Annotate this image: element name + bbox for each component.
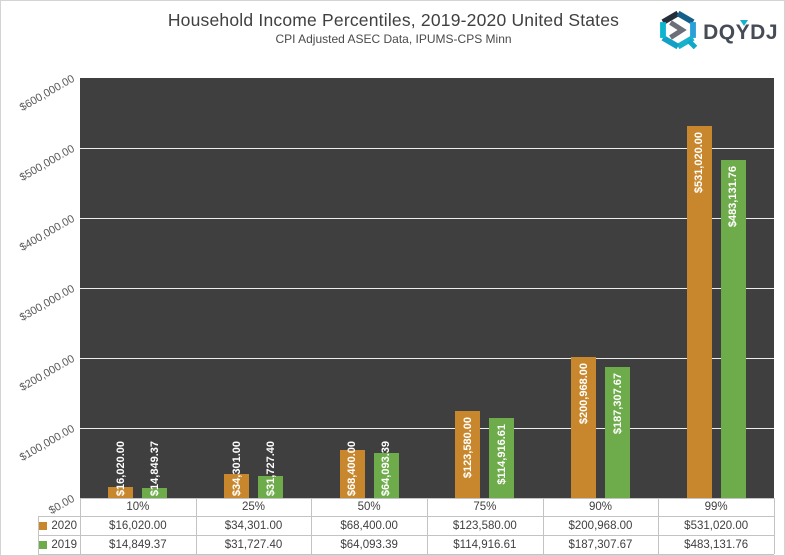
bar-2019-99% (720, 159, 746, 498)
table-category-cell: 10% (126, 501, 150, 513)
bar-2020-90% (571, 357, 596, 498)
gridline (80, 358, 774, 359)
y-axis-tick-label: $600,000.00 (17, 72, 77, 114)
table-border (38, 535, 774, 536)
bar-value-label: $16,020.00 (114, 441, 127, 497)
bar-2019-25% (258, 475, 283, 498)
table-border (195, 498, 197, 554)
table-category-cell: 50% (357, 501, 381, 513)
table-value-cell: $16,020.00 (109, 519, 167, 532)
table-category-cell: 99% (704, 501, 728, 513)
table-border (542, 498, 544, 554)
gridline (80, 428, 774, 429)
bar-2020-99% (686, 126, 712, 498)
bar-2019-90% (605, 366, 630, 498)
table-value-cell: $114,916.61 (453, 538, 517, 551)
y-axis-tick-label: $300,000.00 (17, 282, 77, 324)
y-axis-tick-label: $500,000.00 (17, 142, 77, 184)
table-value-cell: $483,131.76 (684, 538, 749, 551)
y-axis-tick-label: $400,000.00 (17, 212, 77, 254)
bar-value-label: $64,093.39 (380, 441, 393, 497)
table-border (311, 498, 313, 554)
gridline (80, 218, 774, 219)
table-value-cell: $200,968.00 (568, 519, 633, 532)
bar-2019-50% (373, 453, 399, 498)
legend-swatch (39, 540, 48, 549)
table-border (658, 498, 660, 554)
bar-value-label: $114,916.61 (495, 423, 508, 485)
table-value-cell: $64,093.39 (340, 538, 398, 551)
bar-value-label: $531,020.00 (693, 132, 706, 194)
y-axis-tick-label: $200,000.00 (17, 352, 77, 394)
table-value-cell: $14,849.37 (109, 538, 167, 551)
table-border (774, 498, 775, 554)
bar-value-label: $31,727.40 (264, 441, 277, 497)
bar-2020-25% (224, 473, 249, 498)
table-value-cell: $123,580.00 (452, 519, 517, 532)
legend-key-2019: 2019 (38, 535, 80, 554)
bar-2019-10% (142, 487, 168, 498)
table-border (38, 554, 774, 555)
legend-series-name: 2020 (51, 519, 77, 532)
table-border (38, 516, 39, 554)
bar-value-label: $200,968.00 (577, 363, 590, 425)
bar-value-label: $14,849.37 (148, 441, 161, 497)
table-value-cell: $31,727.40 (224, 538, 283, 551)
chart-subtitle: CPI Adjusted ASEC Data, IPUMS-CPS Minn (275, 32, 512, 46)
legend-key-2020: 2020 (38, 516, 80, 535)
legend-swatch (39, 521, 48, 530)
dqydj-logo-icon (658, 10, 698, 55)
table-category-cell: 75% (473, 501, 497, 513)
chart-title: Household Income Percentiles, 2019-2020 … (167, 10, 620, 30)
table-value-cell: $531,020.00 (684, 519, 749, 532)
table-value-cell: $187,307.67 (568, 538, 633, 551)
table-value-cell: $68,400.00 (340, 519, 398, 532)
table-category-cell: 25% (241, 501, 265, 513)
table-border (80, 498, 81, 554)
bar-2020-10% (108, 486, 134, 498)
bar-value-label: $68,400.00 (346, 441, 359, 497)
table-border (427, 498, 428, 554)
bar-2020-50% (339, 450, 365, 498)
y-axis-tick-label: $100,000.00 (17, 422, 77, 464)
legend-series-name: 2019 (51, 538, 77, 551)
table-border (38, 516, 774, 517)
dqydj-logo: DQYDJ (658, 10, 778, 55)
table-value-cell: $34,301.00 (224, 519, 283, 532)
bar-value-label: $483,131.76 (727, 165, 740, 227)
bar-value-label: $34,301.00 (230, 441, 243, 497)
bar-value-label: $123,580.00 (461, 417, 474, 479)
bar-2020-75% (455, 411, 481, 498)
gridline (80, 288, 774, 289)
table-category-cell: 90% (588, 501, 612, 513)
gridline (80, 148, 774, 149)
bar-2019-75% (489, 417, 515, 498)
bar-value-label: $187,307.67 (611, 372, 624, 435)
dqydj-logo-text: DQYDJ (703, 19, 778, 44)
plot-area (80, 78, 774, 498)
